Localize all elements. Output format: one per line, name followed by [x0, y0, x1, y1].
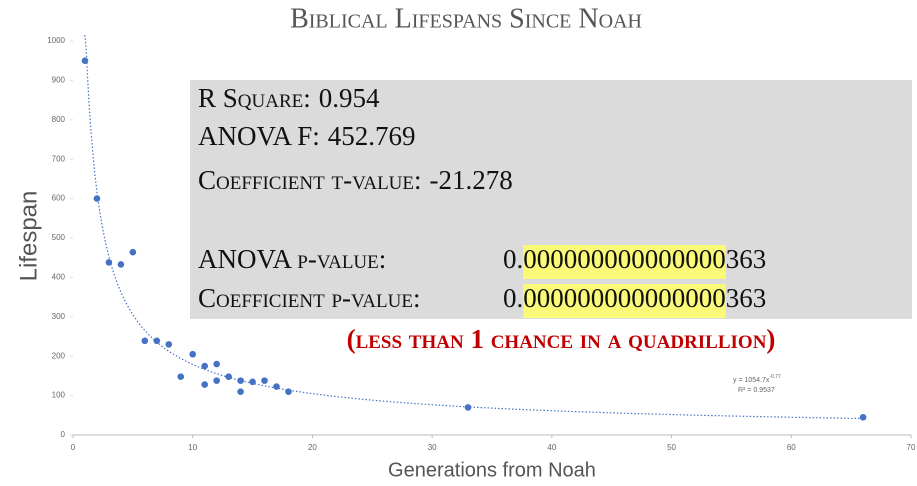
- point: [117, 261, 125, 268]
- point: [201, 362, 208, 370]
- y-tick-label: 500: [52, 233, 66, 242]
- x-tick-label: 70: [907, 443, 916, 452]
- y-tick-label: 200: [52, 351, 66, 360]
- p-value-suffix: 363: [726, 244, 767, 274]
- trendline-equation: y = 1054.7x-0.77: [733, 374, 781, 384]
- p-value-prefix: 0.: [503, 244, 523, 274]
- point: [129, 248, 137, 256]
- y-tick-label: 600: [52, 194, 66, 203]
- point: [213, 377, 220, 384]
- y-tick-label: 900: [52, 76, 66, 85]
- stat-label: Coefficient t-value:: [198, 165, 422, 195]
- highlight: [523, 245, 726, 279]
- point: [165, 341, 173, 348]
- y-tick-label: 800: [52, 115, 66, 124]
- stat-value: 452.769: [328, 121, 416, 151]
- point: [177, 373, 185, 380]
- x-tick-label: 0: [71, 443, 76, 452]
- stat-value: -21.278: [430, 165, 513, 195]
- y-tick-label: 300: [52, 312, 66, 321]
- x-tick-label: 30: [428, 443, 437, 452]
- y-tick-label: 700: [52, 154, 66, 163]
- point: [225, 373, 232, 380]
- p-value-suffix: 363: [726, 283, 767, 313]
- stat-label: ANOVA F:: [198, 121, 320, 151]
- note: (less than 1 chance in a quadrillion): [347, 324, 776, 354]
- point: [273, 383, 280, 390]
- x-tick-label: 40: [547, 443, 556, 452]
- p-value-zeros: 000000000000000: [523, 244, 726, 274]
- point: [201, 381, 208, 388]
- point: [213, 360, 220, 368]
- point: [93, 195, 101, 202]
- y-tick-label: 100: [52, 391, 66, 400]
- point: [105, 259, 113, 266]
- p-value-zeros: 000000000000000: [523, 283, 726, 313]
- point: [859, 413, 867, 421]
- point: [249, 378, 256, 386]
- point: [285, 388, 292, 395]
- x-axis-label: Generations from Noah: [388, 459, 596, 481]
- x-tick-label: 60: [787, 443, 796, 452]
- y-axis-label: Lifespan: [15, 191, 42, 282]
- trendline-r-squared: R² = 0.9537: [738, 387, 775, 394]
- y-tick-label: 400: [52, 273, 66, 282]
- point: [464, 404, 472, 411]
- x-tick-label: 20: [308, 443, 317, 452]
- chart-title: Biblical Lifespans Since Noah: [290, 3, 642, 34]
- y-tick-label: 0: [61, 430, 66, 439]
- stat-label: R Square:: [198, 83, 311, 113]
- point: [237, 388, 244, 395]
- p-value-prefix: 0.: [503, 283, 523, 313]
- p-value-label: Coefficient p-value:: [198, 283, 420, 313]
- equation-exponent: -0.77: [769, 374, 781, 380]
- point: [141, 337, 149, 345]
- stat-value: 0.954: [319, 83, 380, 113]
- trendline: [83, 35, 862, 420]
- point: [81, 57, 89, 64]
- y-tick-label: 1000: [47, 36, 65, 45]
- x-tick-label: 50: [667, 443, 676, 452]
- point: [237, 377, 244, 384]
- point: [189, 350, 197, 358]
- highlight: [523, 284, 726, 318]
- point: [153, 337, 161, 345]
- equation: y = 1054.7x: [733, 377, 770, 384]
- stats-box: [190, 80, 912, 319]
- x-tick-label: 10: [188, 443, 197, 452]
- point: [261, 377, 268, 384]
- p-value-label: ANOVA p-value:: [198, 244, 386, 274]
